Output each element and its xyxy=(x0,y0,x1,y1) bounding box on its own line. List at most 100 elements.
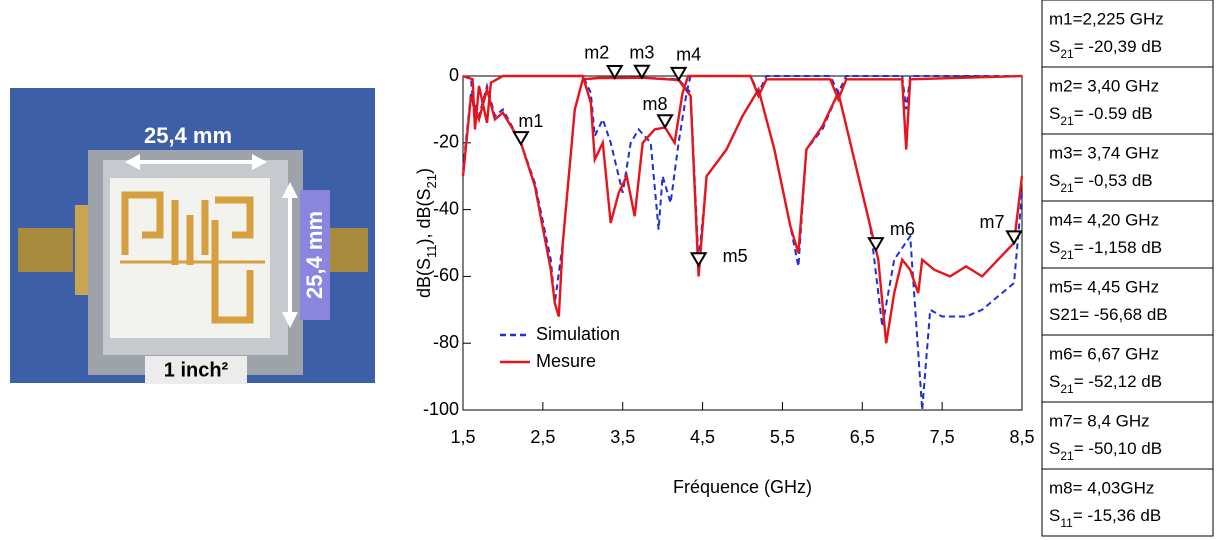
width-label: 25,4 mm xyxy=(144,123,232,148)
marker-label: m4 xyxy=(676,45,701,65)
resonator xyxy=(121,191,164,255)
connector-flange xyxy=(75,205,90,295)
table-value: S11= -15,36 dB xyxy=(1049,506,1161,530)
table-frequency: m8= 4,03GHz xyxy=(1049,478,1154,497)
height-label: 25,4 mm xyxy=(302,211,327,299)
marker-triangle xyxy=(1005,230,1023,246)
y-tick-label: -40 xyxy=(433,198,459,218)
table-cell xyxy=(1041,0,1214,68)
y-axis-label-part: 11 xyxy=(424,244,439,258)
table-frequency: m1=2,225 GHz xyxy=(1049,9,1164,28)
y-tick-label: -100 xyxy=(423,399,459,419)
table-cell xyxy=(1041,401,1214,470)
y-axis-label-part: ) xyxy=(414,168,434,174)
x-tick-label: 1,5 xyxy=(450,427,475,447)
height-label-background xyxy=(300,190,330,320)
marker-label: m7 xyxy=(980,212,1005,232)
marker-triangle xyxy=(512,131,530,147)
x-tick-label: 3,5 xyxy=(610,427,635,447)
table-value-text: = -0.59 dB xyxy=(1074,104,1153,123)
table-frequency: m6= 6,67 GHz xyxy=(1049,344,1159,363)
table-value-text: = -0,53 dB xyxy=(1074,171,1153,190)
marker-triangle xyxy=(656,114,674,130)
table-subscript: 21 xyxy=(1060,248,1074,262)
size-label: 1 inch² xyxy=(164,359,229,381)
series-line xyxy=(462,74,1023,224)
table-value-text: = -20,39 dB xyxy=(1074,37,1162,56)
x-tick-label: 7,5 xyxy=(930,427,955,447)
marker-label: m3 xyxy=(629,43,654,63)
series-line xyxy=(461,76,1024,344)
marker-triangle xyxy=(867,237,885,253)
table-value: S21= -20,39 dB xyxy=(1049,37,1162,61)
table-value: S21= -56,68 dB xyxy=(1049,305,1168,324)
y-tick-label: -20 xyxy=(433,132,459,152)
table-param: S xyxy=(1049,238,1060,257)
resonator xyxy=(171,200,209,265)
table-param: S21= -56,68 dB xyxy=(1049,305,1168,324)
table-frequency: m4= 4,20 GHz xyxy=(1049,210,1159,229)
arrowheads xyxy=(125,154,267,170)
table-subscript: 21 xyxy=(1060,114,1074,128)
marker-triangle xyxy=(669,66,688,82)
table-value: S21= -0.59 dB xyxy=(1049,104,1153,128)
x-tick-label: 8,5 xyxy=(1009,427,1034,447)
y-axis-label-part: 21 xyxy=(424,174,439,188)
table-param: S xyxy=(1049,372,1060,391)
table-frequency: m5= 4,45 GHz xyxy=(1049,277,1159,296)
table-value: S21= -50,10 dB xyxy=(1049,439,1162,463)
marker-label: m1 xyxy=(518,111,543,131)
resonator xyxy=(211,196,254,324)
marker-triangle xyxy=(605,64,624,80)
series-line xyxy=(462,75,1022,230)
table-subscript: 21 xyxy=(1060,449,1074,463)
size-label-background xyxy=(145,356,247,384)
table-value: S21= -1,158 dB xyxy=(1049,238,1162,262)
table-param: S xyxy=(1049,104,1060,123)
marker-label: m2 xyxy=(584,43,609,63)
marker-triangle xyxy=(633,64,651,80)
table-frequency: m7= 8,4 GHz xyxy=(1049,411,1150,430)
table-param: S xyxy=(1049,171,1060,190)
table-value-text: = -1,158 dB xyxy=(1074,238,1162,257)
marker-label: m6 xyxy=(890,219,915,239)
table-cell xyxy=(1041,267,1214,336)
marker-label: m5 xyxy=(723,246,748,266)
arrowheads xyxy=(282,182,298,328)
table-cell xyxy=(1041,334,1214,403)
legend-label: Mesure xyxy=(536,351,596,371)
table-value: S21= -52,12 dB xyxy=(1049,372,1162,396)
table-value-text: = -50,10 dB xyxy=(1074,439,1162,458)
table-param: S xyxy=(1049,37,1060,56)
table-subscript: 11 xyxy=(1060,516,1073,530)
table-cell xyxy=(1041,468,1214,537)
table-subscript: 21 xyxy=(1060,47,1074,61)
table-subscript: 21 xyxy=(1060,382,1074,396)
y-tick-label: -80 xyxy=(433,332,459,352)
x-tick-label: 2,5 xyxy=(530,427,555,447)
table-param: S xyxy=(1049,439,1060,458)
series-line xyxy=(462,76,1023,411)
table-frequency: m2= 3,40 GHz xyxy=(1049,76,1159,95)
marker-label: m8 xyxy=(643,94,668,114)
y-axis-label-part: dB(S xyxy=(414,258,434,298)
y-tick-label: -60 xyxy=(433,265,459,285)
resonator-pattern xyxy=(120,191,265,324)
table-value-text: = -15,36 dB xyxy=(1073,506,1161,525)
y-axis-label: dB(S11), dB(S21) xyxy=(414,168,439,298)
x-tick-label: 6,5 xyxy=(850,427,875,447)
legend-label: Simulation xyxy=(536,324,620,344)
table-frequency: m3= 3,74 GHz xyxy=(1049,143,1159,162)
x-tick-label: 4,5 xyxy=(690,427,715,447)
table-value-text: = -52,12 dB xyxy=(1074,372,1162,391)
photo: 25,4 mm 25,4 mm 1 inch² xyxy=(10,88,375,384)
y-axis-label-part: ), dB(S xyxy=(414,188,434,244)
y-tick-label: 0 xyxy=(449,65,459,85)
x-tick-label: 5,5 xyxy=(770,427,795,447)
connector-left xyxy=(18,228,73,272)
table-cell xyxy=(1041,133,1214,202)
marker-triangle xyxy=(689,252,708,268)
table-cell xyxy=(1041,200,1214,269)
table-param: S xyxy=(1049,506,1060,525)
